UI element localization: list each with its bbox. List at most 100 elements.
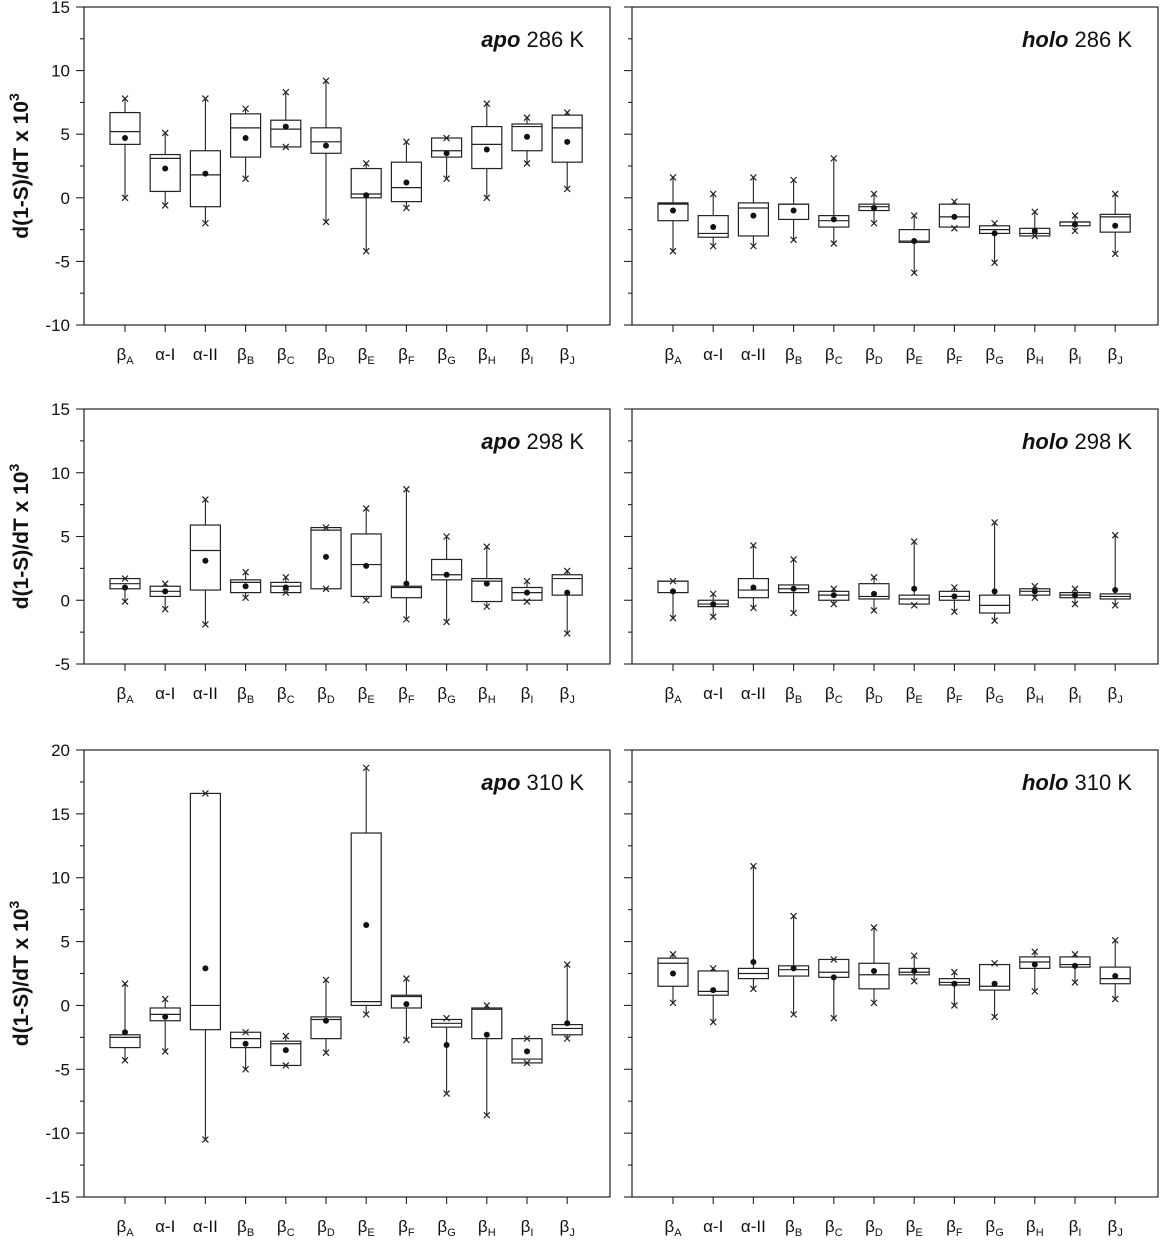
min-marker xyxy=(830,600,838,608)
min-marker xyxy=(709,613,717,621)
box-βC xyxy=(270,573,302,597)
mean-point xyxy=(750,212,757,219)
max-marker xyxy=(991,219,999,227)
max-marker xyxy=(563,961,571,968)
max-marker xyxy=(991,959,999,967)
min-marker xyxy=(1031,232,1039,240)
mean-point xyxy=(1112,973,1119,980)
x-category-label: βF xyxy=(398,345,415,367)
min-marker xyxy=(242,175,250,183)
min-marker xyxy=(201,1136,209,1143)
x-category-label: βC xyxy=(277,345,295,367)
panel-holo-286: βA α-I α-II βB βC βD βE βF βG βH βI βJ holo 286 K xyxy=(624,6,1159,367)
box-βA xyxy=(109,575,141,605)
min-marker xyxy=(563,185,571,193)
mean-point xyxy=(202,170,209,177)
x-category-label: βC xyxy=(825,684,843,706)
box-βI xyxy=(1059,585,1091,608)
max-marker xyxy=(709,190,717,198)
x-category-label: βD xyxy=(865,345,883,367)
box-α-II xyxy=(189,496,221,628)
mean-point xyxy=(991,980,998,987)
box-βE xyxy=(350,505,382,604)
x-category-label: βD xyxy=(317,345,335,367)
x-category-label: βD xyxy=(317,1217,335,1239)
iqr-box xyxy=(898,594,930,605)
x-category-label: βB xyxy=(785,684,802,706)
iqr-box xyxy=(858,962,890,990)
min-marker xyxy=(322,585,330,593)
max-marker xyxy=(950,198,958,206)
y-tick-label: 15 xyxy=(51,805,70,824)
min-marker xyxy=(790,609,798,617)
x-category-label: βF xyxy=(946,684,963,706)
min-marker xyxy=(282,1062,290,1069)
box-βI xyxy=(1059,212,1091,235)
box-βH xyxy=(471,543,503,611)
y-tick-label: -5 xyxy=(55,655,70,674)
y-tick-label: 10 xyxy=(51,464,70,483)
x-category-label: α-I xyxy=(703,345,723,364)
box-βB xyxy=(230,568,262,602)
box-βF xyxy=(390,485,422,623)
max-marker xyxy=(322,976,330,984)
x-category-label: βG xyxy=(985,684,1003,706)
max-marker xyxy=(910,952,918,960)
iqr-box xyxy=(230,113,262,158)
max-marker xyxy=(161,580,169,588)
mean-point xyxy=(162,1013,169,1020)
mean-point xyxy=(951,980,958,987)
mean-point xyxy=(790,207,797,214)
mean-point xyxy=(710,601,717,608)
min-marker xyxy=(709,1018,717,1026)
min-marker xyxy=(362,247,370,255)
min-marker xyxy=(749,242,757,250)
max-marker xyxy=(950,968,958,976)
box-βD xyxy=(858,573,890,614)
panel-holo-298: βA α-I α-II βB βC βD βE βF βG βH βI βJ holo 298 K xyxy=(624,408,1159,706)
x-category-label: βJ xyxy=(1108,1217,1123,1239)
box-βF xyxy=(938,584,971,616)
mean-point xyxy=(323,553,329,560)
x-category-label: α-II xyxy=(193,684,218,703)
max-marker xyxy=(161,129,169,137)
panel-title: holo 298 K xyxy=(1022,429,1132,454)
max-marker xyxy=(523,1035,531,1043)
max-marker xyxy=(242,1028,250,1036)
iqr-box xyxy=(471,577,503,603)
y-tick-label: -5 xyxy=(55,1060,70,1079)
y-tick-label: -15 xyxy=(45,1188,70,1207)
max-marker xyxy=(910,212,918,220)
max-marker xyxy=(790,912,798,920)
mean-point xyxy=(443,571,450,578)
box-βC xyxy=(818,154,850,248)
min-marker xyxy=(402,615,410,623)
min-marker xyxy=(443,1090,451,1097)
mean-point xyxy=(242,583,249,590)
min-marker xyxy=(910,269,918,277)
x-category-label: βH xyxy=(1026,684,1044,706)
mean-point xyxy=(162,165,169,172)
min-marker xyxy=(709,242,717,250)
x-category-label: βE xyxy=(906,1217,923,1239)
x-category-label: α-I xyxy=(703,684,723,703)
box-βE xyxy=(350,160,382,255)
max-marker xyxy=(790,556,798,563)
max-marker xyxy=(443,1014,451,1022)
box-βB xyxy=(230,1028,262,1073)
plot-frame xyxy=(631,6,1159,326)
y-tick-label: 0 xyxy=(61,189,70,208)
max-marker xyxy=(402,138,410,146)
box-βJ xyxy=(551,567,583,637)
mean-point xyxy=(282,584,289,591)
max-marker xyxy=(563,567,571,575)
box-α-II xyxy=(737,862,770,993)
x-category-label: α-II xyxy=(193,345,218,364)
y-tick-label: 5 xyxy=(61,528,70,547)
y-axis-label: d(1-S)/dT x 103 xyxy=(6,901,33,1047)
x-category-label: βI xyxy=(521,1217,534,1239)
mean-point xyxy=(830,216,837,223)
x-category-label: βA xyxy=(116,684,134,706)
min-marker xyxy=(669,247,677,255)
min-marker xyxy=(790,236,798,244)
